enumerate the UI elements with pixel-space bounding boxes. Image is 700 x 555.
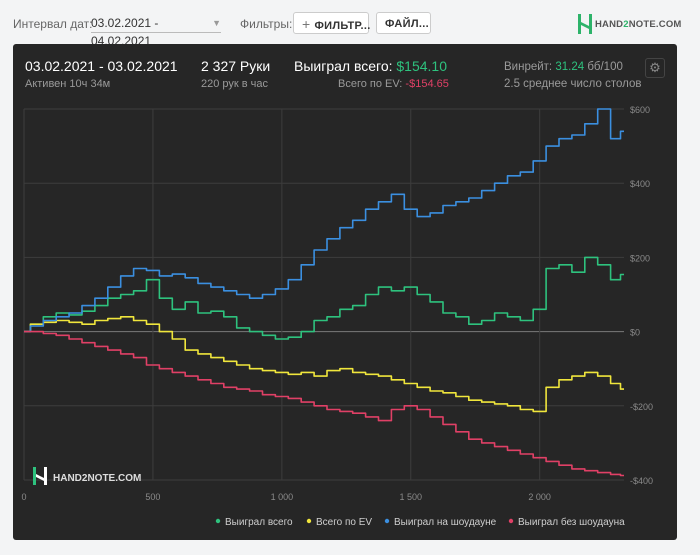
filter-button[interactable]: + ФИЛЬТР... [293, 12, 371, 34]
series-line [24, 256, 624, 340]
hand2note-logo: HAND2NOTE.COM [578, 13, 682, 35]
x-tick-label: 1 000 [271, 492, 294, 502]
stats-date-range: 03.02.2021 - 03.02.2021 [25, 58, 178, 74]
chart-legend: Выиграл всего Всего по EV Выиграл на шоуда… [215, 516, 625, 528]
legend-label: Выиграл без шоудауна [518, 516, 625, 528]
stats-avg-tables: 2.5 среднее число столов [504, 78, 642, 90]
legend-marker [215, 518, 221, 524]
filters-label: Фильтры: [240, 17, 293, 31]
legend-label: Выиграл на шоудауне [394, 517, 497, 528]
series-line [24, 330, 624, 477]
stats-winrate: Винрейт: 31.24 бб/100 [504, 61, 623, 73]
legend-label: Всего по EV [316, 517, 372, 528]
y-tick-label: $600 [630, 105, 650, 115]
y-tick-label: -$200 [630, 402, 653, 412]
series-line [24, 316, 624, 413]
y-tick-label: $400 [630, 179, 650, 189]
won-total-value: $154.10 [396, 58, 447, 74]
y-tick-label: -$400 [630, 476, 653, 486]
ev-value: -$154.65 [405, 78, 449, 90]
report-panel: 03.02.2021 - 03.02.2021 Активен 10ч 34м … [13, 44, 677, 540]
logo-text: HAND2NOTE.COM [595, 18, 682, 30]
ev-label: Всего по EV: [338, 78, 403, 90]
filter-button-label: ФИЛЬТР... [314, 20, 371, 32]
winrate-value: 31.24 [555, 61, 585, 73]
y-tick-label: $200 [630, 253, 650, 263]
stats-ev-total: Всего по EV: -$154.65 [338, 78, 449, 90]
date-interval-label: Интервал дат: [13, 17, 93, 31]
legend-marker [384, 518, 390, 524]
legend-marker [508, 518, 514, 524]
chevron-down-icon: ▼ [212, 18, 221, 28]
stats-hands: 2 327 Руки [201, 58, 271, 74]
top-toolbar: Интервал дат: 03.02.2021 - 04.02.2021 ▼ … [0, 0, 700, 48]
watermark-text: HAND2NOTE.COM [53, 473, 141, 484]
file-button[interactable]: ФАЙЛ... [376, 12, 431, 34]
stats-won-total: Выиграл всего: $154.10 [294, 58, 447, 74]
winrate-unit: бб/100 [587, 61, 623, 73]
x-axis: 0 500 1 000 1 500 2 000 [21, 492, 550, 502]
file-button-label: ФАЙЛ... [385, 18, 429, 30]
y-tick-label: $0 [630, 328, 640, 338]
x-tick-label: 1 500 [399, 492, 422, 502]
y-axis: $600 $400 $200 $0 -$200 -$400 [630, 105, 653, 486]
series-line [24, 108, 624, 333]
chart-watermark: HAND2NOTE.COM [33, 467, 141, 485]
plus-icon: + [302, 16, 311, 32]
chart-grid [23, 108, 624, 481]
legend-marker [306, 518, 312, 524]
x-tick-label: 500 [145, 492, 160, 502]
x-tick-label: 0 [21, 492, 26, 502]
settings-gear-button[interactable]: ⚙ [645, 58, 665, 78]
won-total-label: Выиграл всего: [294, 58, 393, 74]
logo-icon [578, 14, 592, 34]
legend-label: Выиграл всего [225, 517, 293, 528]
gear-icon: ⚙ [649, 60, 661, 75]
stats-active-time: Активен 10ч 34м [25, 78, 111, 90]
winrate-label: Винрейт: [504, 61, 553, 73]
x-tick-label: 2 000 [528, 492, 551, 502]
chart-series [24, 108, 624, 477]
stats-hands-per-hour: 220 рук в час [201, 78, 269, 90]
